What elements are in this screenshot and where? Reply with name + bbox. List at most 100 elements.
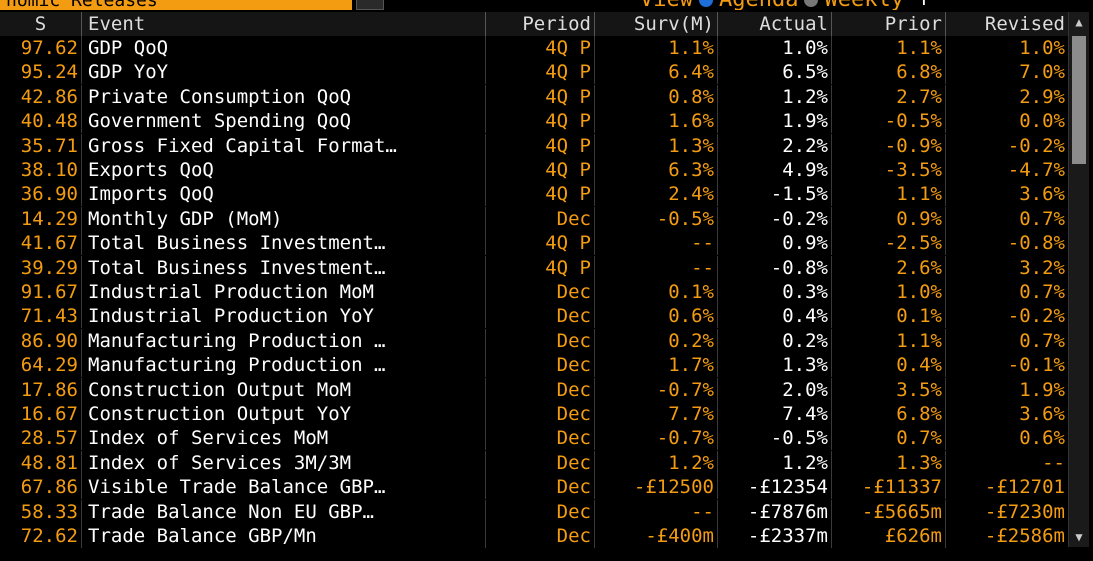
revised-cell: 1.0% (1019, 37, 1065, 59)
column-header-period[interactable]: Period (486, 12, 595, 36)
survey-cell: 0.1% (595, 280, 718, 304)
scroll-down-icon[interactable]: ▼ (1075, 530, 1083, 544)
prior-cell: 1.1% (832, 182, 946, 207)
actual-cell: -£12354 (718, 475, 832, 500)
revised-cell: 3.6% (1019, 403, 1065, 425)
vertical-scrollbar[interactable]: ▲ ▼ (1068, 12, 1089, 547)
table-row[interactable]: 17.86 Construction Output MoM Dec -0.7% 2.0%… (0, 377, 1068, 402)
table-row[interactable]: 39.29 Total Business Investment… 4Q P -- -0.… (0, 255, 1068, 280)
revised-cell: 1.9% (1019, 378, 1065, 401)
event-cell[interactable]: Industrial Production MoM (82, 280, 486, 304)
period-cell: Dec (486, 206, 595, 231)
actual-cell: 1.3% (718, 353, 832, 378)
period-cell: Dec (486, 499, 595, 524)
score-cell: 64.29 (0, 353, 82, 378)
actual-cell: 2.0% (718, 377, 832, 402)
actual-cell: -£7876m (718, 499, 832, 524)
scrollbar-thumb[interactable] (1072, 36, 1086, 164)
title-dropdown-button[interactable] (356, 0, 384, 10)
column-header-s[interactable]: S (0, 12, 82, 36)
event-cell[interactable]: Imports QoQ (82, 182, 486, 207)
table-row[interactable]: 48.81 Index of Services 3M/3M Dec 1.2% 1.2% 1… (0, 450, 1068, 475)
actual-cell: 1.2% (718, 450, 832, 475)
event-cell[interactable]: GDP QoQ (82, 36, 486, 60)
period-cell: Dec (486, 402, 595, 426)
table-row[interactable]: 86.90 Manufacturing Production … Dec 0.2% 0.… (0, 328, 1068, 353)
prior-cell: 0.9% (832, 206, 946, 231)
score-cell: 72.62 (0, 524, 82, 548)
revised-cell: -0.1% (1007, 354, 1065, 377)
revised-cell: -£7230m (984, 500, 1065, 523)
survey-cell: 1.2% (595, 450, 718, 475)
event-cell[interactable]: Index of Services MoM (82, 426, 486, 451)
agenda-label[interactable]: Agenda (719, 0, 798, 10)
weekly-radio[interactable] (804, 0, 819, 7)
event-cell[interactable]: Manufacturing Production … (82, 353, 486, 378)
event-cell[interactable]: Construction Output MoM (82, 377, 486, 402)
table-row[interactable]: 41.67 Total Business Investment… 4Q P -- 0.9… (0, 231, 1068, 256)
event-cell[interactable]: Gross Fixed Capital Format… (82, 133, 486, 158)
score-cell: 91.67 (0, 280, 82, 304)
survey-cell: 1.6% (595, 109, 718, 134)
event-cell[interactable]: Total Business Investment… (82, 255, 486, 280)
table-header: S Event Period Surv(M) Actual Prior Revi… (0, 12, 1068, 36)
table-row[interactable]: 58.33 Trade Balance Non EU GBP… Dec -- -£787… (0, 499, 1068, 524)
page-title-tab[interactable]: nomic Releases (0, 0, 352, 10)
actual-cell: 1.2% (718, 84, 832, 109)
prior-cell: 0.7% (832, 426, 946, 451)
revised-cell: 0.6% (1019, 427, 1065, 450)
table-row[interactable]: 91.67 Industrial Production MoM Dec 0.1% 0.3… (0, 280, 1068, 304)
survey-cell: 6.4% (595, 60, 718, 85)
period-cell: Dec (486, 304, 595, 329)
table-row[interactable]: 67.86 Visible Trade Balance GBP… Dec -£1250… (0, 475, 1068, 500)
table-row[interactable]: 72.62 Trade Balance GBP/Mn Dec -£400m -£2337… (0, 524, 1068, 548)
event-cell[interactable]: Total Business Investment… (82, 231, 486, 256)
period-cell: Dec (486, 475, 595, 500)
table-row[interactable]: 28.57 Index of Services MoM Dec -0.7% -0.5% 0… (0, 426, 1068, 451)
agenda-radio[interactable] (698, 0, 713, 7)
prior-cell: 1.3% (832, 450, 946, 475)
survey-cell: -0.7% (595, 426, 718, 451)
add-icon[interactable]: + (917, 0, 930, 10)
event-cell[interactable]: Visible Trade Balance GBP… (82, 475, 486, 500)
period-cell: 4Q P (486, 158, 595, 182)
survey-cell: 6.3% (595, 158, 718, 182)
table-row[interactable]: 42.86 Private Consumption QoQ 4Q P 0.8% 1.2%… (0, 84, 1068, 109)
revised-cell: -£12701 (984, 476, 1065, 499)
scroll-up-icon[interactable]: ▲ (1075, 15, 1083, 29)
table-row[interactable]: 38.10 Exports QoQ 4Q P 6.3% 4.9% -3.5% -4.7% (0, 158, 1068, 182)
event-cell[interactable]: Trade Balance Non EU GBP… (82, 499, 486, 524)
table-row[interactable]: 36.90 Imports QoQ 4Q P 2.4% -1.5% 1.1% 3.6% (0, 182, 1068, 207)
event-cell[interactable]: Exports QoQ (82, 158, 486, 182)
weekly-label[interactable]: Weekly (824, 0, 903, 10)
event-cell[interactable]: GDP YoY (82, 60, 486, 85)
column-header-revised[interactable]: Revised (946, 12, 1068, 36)
table-row[interactable]: 64.29 Manufacturing Production … Dec 1.7% 1.… (0, 353, 1068, 378)
period-cell: 4Q P (486, 133, 595, 158)
survey-cell: 1.1% (595, 36, 718, 60)
table-row[interactable]: 71.43 Industrial Production YoY Dec 0.6% 0.4… (0, 304, 1068, 329)
table-row[interactable]: 14.29 Monthly GDP (MoM) Dec -0.5% -0.2% 0.9% 0… (0, 206, 1068, 231)
view-selector: View Agenda Weekly + (640, 0, 930, 10)
table-row[interactable]: 95.24 GDP YoY 4Q P 6.4% 6.5% 6.8% 7.0% (0, 60, 1068, 85)
event-cell[interactable]: Index of Services 3M/3M (82, 450, 486, 475)
table-row[interactable]: 40.48 Government Spending QoQ 4Q P 1.6% 1.9%… (0, 109, 1068, 134)
prior-cell: -3.5% (832, 158, 946, 182)
column-header-event[interactable]: Event (82, 12, 486, 36)
event-cell[interactable]: Trade Balance GBP/Mn (82, 524, 486, 548)
event-cell[interactable]: Construction Output YoY (82, 402, 486, 426)
prior-cell: £626m (832, 524, 946, 548)
event-cell[interactable]: Government Spending QoQ (82, 109, 486, 134)
event-cell[interactable]: Private Consumption QoQ (82, 84, 486, 109)
event-cell[interactable]: Industrial Production YoY (82, 304, 486, 329)
column-header-actual[interactable]: Actual (718, 12, 832, 36)
column-header-prior[interactable]: Prior (832, 12, 946, 36)
survey-cell: -£12500 (595, 475, 718, 500)
table-row[interactable]: 97.62 GDP QoQ 4Q P 1.1% 1.0% 1.1% 1.0% (0, 36, 1068, 60)
event-cell[interactable]: Manufacturing Production … (82, 328, 486, 353)
table-row[interactable]: 35.71 Gross Fixed Capital Format… 4Q P 1.3%… (0, 133, 1068, 158)
table-row[interactable]: 16.67 Construction Output YoY Dec 7.7% 7.4% 6… (0, 402, 1068, 426)
event-cell[interactable]: Monthly GDP (MoM) (82, 206, 486, 231)
actual-cell: 1.0% (718, 36, 832, 60)
column-header-surv[interactable]: Surv(M) (595, 12, 718, 36)
